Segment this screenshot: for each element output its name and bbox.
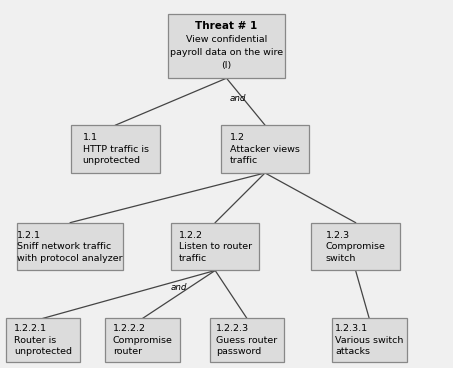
Text: 1.2.1
Sniff network traffic
with protocol analyzer: 1.2.1 Sniff network traffic with protoco…: [17, 231, 123, 262]
FancyBboxPatch shape: [209, 318, 284, 362]
FancyBboxPatch shape: [168, 14, 285, 78]
Text: 1.1
HTTP traffic is
unprotected: 1.1 HTTP traffic is unprotected: [82, 133, 149, 165]
Text: 1.2.2.2
Compromise
router: 1.2.2.2 Compromise router: [113, 325, 173, 356]
FancyBboxPatch shape: [312, 223, 400, 270]
FancyBboxPatch shape: [105, 318, 180, 362]
FancyBboxPatch shape: [171, 223, 260, 270]
Text: and: and: [230, 94, 246, 103]
Text: 1.2
Attacker views
traffic: 1.2 Attacker views traffic: [230, 133, 300, 165]
Text: Threat # 1: Threat # 1: [195, 21, 258, 31]
FancyBboxPatch shape: [5, 318, 81, 362]
Text: View confidential: View confidential: [186, 35, 267, 44]
FancyBboxPatch shape: [332, 318, 407, 362]
Text: 1.2.2.1
Router is
unprotected: 1.2.2.1 Router is unprotected: [14, 325, 72, 356]
Text: (I): (I): [222, 61, 231, 70]
FancyBboxPatch shape: [221, 125, 309, 173]
FancyBboxPatch shape: [72, 125, 160, 173]
Text: and: and: [171, 283, 187, 292]
Text: 1.2.3.1
Various switch
attacks: 1.2.3.1 Various switch attacks: [335, 325, 403, 356]
Text: 1.2.2.3
Guess router
password: 1.2.2.3 Guess router password: [216, 325, 278, 356]
Text: 1.2.3
Compromise
switch: 1.2.3 Compromise switch: [326, 231, 386, 262]
Text: payroll data on the wire: payroll data on the wire: [170, 48, 283, 57]
FancyBboxPatch shape: [17, 223, 123, 270]
Text: 1.2.2
Listen to router
traffic: 1.2.2 Listen to router traffic: [178, 231, 252, 262]
